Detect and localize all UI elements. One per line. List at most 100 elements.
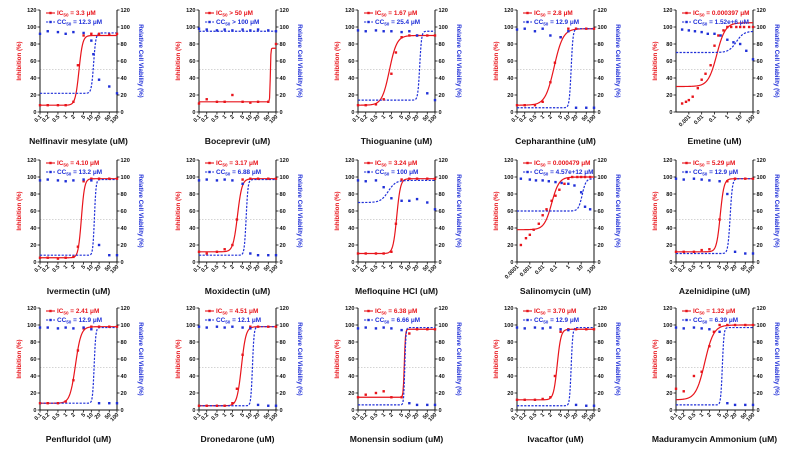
inhibition-point — [415, 177, 419, 180]
viability-point — [738, 42, 742, 46]
legend-cc50-marker — [685, 318, 688, 322]
y-tick-label-left: 20 — [30, 391, 36, 397]
viability-point — [682, 327, 685, 330]
x-tick-label: 10 — [404, 264, 413, 273]
y-tick-label-left: 80 — [189, 42, 195, 48]
x-tick-label: 0.2 — [359, 264, 369, 274]
legend-cc50-marker — [685, 20, 688, 24]
viability-point — [560, 181, 563, 185]
chart-title: Nelfinavir mesylate (uM) — [29, 136, 128, 146]
viability-point — [72, 30, 75, 34]
inhibition-point — [585, 328, 588, 331]
x-tick-label: 50 — [740, 412, 749, 421]
legend-ic50-marker — [49, 11, 52, 15]
y-tick-label-left: 40 — [189, 76, 195, 82]
viability-point — [108, 85, 111, 88]
inhibition-point — [574, 27, 578, 30]
inhibition-point — [744, 323, 747, 327]
x-tick-label: 5 — [240, 114, 246, 120]
inhibition-point — [97, 325, 101, 328]
y-tick-label-left: 100 — [27, 323, 36, 329]
chart-title: Boceprevir (uM) — [205, 136, 271, 146]
x-tick-label: 1 — [63, 114, 69, 120]
inhibition-point — [215, 404, 219, 407]
viability-point — [92, 53, 95, 56]
x-tick-label: 50 — [422, 412, 431, 421]
viability-point — [46, 30, 49, 33]
viability-point — [390, 197, 393, 200]
viability-point — [744, 252, 747, 255]
inhibition-point — [231, 93, 234, 97]
y-tick-label-right: 40 — [757, 76, 763, 82]
x-tick-label: 20 — [571, 412, 580, 421]
x-tick-label: 20 — [94, 412, 103, 421]
y-tick-label-left: 80 — [666, 340, 672, 346]
x-tick-label: 1 — [724, 114, 730, 120]
inhibition-point — [108, 325, 111, 328]
x-tick-label: 5 — [81, 264, 87, 270]
legend-ic50-marker — [526, 161, 529, 165]
left-axis-label: Inhibition (%) — [175, 41, 182, 80]
legend-cc50-marker — [685, 170, 688, 174]
y-tick-label-left: 0 — [192, 408, 195, 414]
viability-point — [46, 178, 49, 181]
legend-cc50-marker — [367, 318, 370, 322]
y-tick-label-right: 20 — [757, 93, 763, 99]
y-tick-label-right: 100 — [757, 323, 766, 329]
viability-point — [205, 178, 208, 181]
viability-point — [215, 29, 219, 32]
y-tick-label-right: 80 — [121, 42, 127, 48]
chart-title: Ivacaftor (uM) — [527, 434, 583, 444]
y-tick-label-right: 40 — [598, 226, 604, 232]
y-tick-label-right: 80 — [280, 192, 286, 198]
inhibition-point — [38, 104, 42, 107]
x-tick-label: 20 — [253, 114, 262, 123]
legend-ic50-marker — [526, 309, 529, 313]
inhibition-point — [733, 323, 737, 327]
inhibition-point — [592, 328, 596, 331]
viability-point — [751, 58, 755, 61]
x-tick-label: 2 — [706, 412, 712, 418]
inhibition-point — [700, 78, 703, 81]
x-tick-label: 0.1 — [670, 412, 680, 422]
viability-point — [90, 179, 93, 182]
x-tick-label: 50 — [104, 412, 113, 421]
inhibition-point — [223, 404, 226, 407]
inhibition-point — [205, 252, 208, 255]
y-tick-label-left: 80 — [507, 42, 513, 48]
viability-point — [585, 404, 588, 407]
viability-point — [241, 182, 244, 185]
inhibition-point — [394, 222, 398, 225]
inhibition-point — [408, 177, 411, 180]
viability-point — [364, 326, 367, 329]
viability-point — [692, 326, 696, 329]
viability-point — [374, 327, 378, 330]
y-tick-label-left: 0 — [192, 110, 195, 116]
viability-point — [726, 192, 729, 196]
viability-point — [400, 30, 403, 34]
y-tick-label-left: 20 — [348, 243, 354, 249]
viability-point — [533, 30, 537, 33]
y-tick-label-right: 100 — [439, 25, 448, 31]
x-tick-label: 20 — [412, 114, 421, 123]
y-tick-label-right: 100 — [757, 25, 766, 31]
viability-point — [64, 180, 67, 183]
viability-point — [415, 197, 419, 201]
inhibition-point — [90, 32, 93, 35]
inhibition-point — [249, 325, 252, 328]
y-tick-label-left: 100 — [504, 25, 513, 31]
y-tick-label-right: 120 — [757, 306, 766, 312]
x-tick-label: 0.5 — [52, 114, 62, 124]
y-tick-label-right: 60 — [757, 59, 763, 65]
viability-fit-line — [358, 179, 435, 204]
y-tick-label-right: 60 — [598, 59, 604, 65]
inhibition-point — [682, 390, 685, 393]
x-tick-label: 20 — [94, 264, 103, 273]
inhibition-point — [38, 256, 42, 259]
y-tick-label-right: 40 — [757, 374, 763, 380]
legend-ic50-label: IC50 = 3.70 μM — [534, 308, 576, 315]
y-tick-label-right: 120 — [757, 158, 766, 164]
left-axis-label: Inhibition (%) — [493, 191, 500, 230]
y-tick-label-left: 0 — [33, 260, 36, 266]
